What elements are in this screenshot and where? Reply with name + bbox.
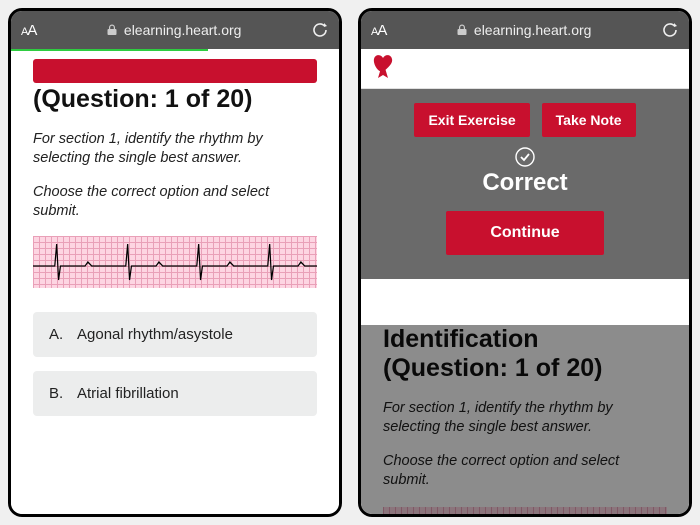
- text-size-button[interactable]: AA: [371, 22, 386, 39]
- option-letter: A.: [49, 326, 67, 343]
- lock-icon: [106, 24, 118, 36]
- viewport-right: Identification (Question: 1 of 20) For s…: [361, 49, 689, 514]
- option-b[interactable]: B. Atrial fibrillation: [33, 371, 317, 416]
- url-bar[interactable]: elearning.heart.org: [44, 22, 303, 38]
- ecg-strip: [383, 507, 667, 514]
- phone-left: AA elearning.heart.org (Question: 1 of 2…: [8, 8, 342, 517]
- exit-exercise-button[interactable]: Exit Exercise: [414, 103, 529, 137]
- refresh-icon[interactable]: [661, 21, 679, 39]
- url-text: elearning.heart.org: [474, 22, 592, 38]
- browser-bar: AA elearning.heart.org: [361, 11, 689, 49]
- option-text: Agonal rhythm/asystole: [77, 326, 233, 343]
- instruction-1: For section 1, identify the rhythm by se…: [383, 399, 667, 438]
- take-note-button[interactable]: Take Note: [542, 103, 636, 137]
- text-size-button[interactable]: AA: [21, 22, 36, 39]
- ecg-strip: [33, 236, 317, 288]
- aha-logo-icon: [371, 52, 395, 85]
- question-title: Identification (Question: 1 of 20): [383, 325, 667, 383]
- url-bar[interactable]: elearning.heart.org: [394, 22, 653, 38]
- instruction-2: Choose the correct option and select sub…: [383, 452, 667, 491]
- browser-bar: AA elearning.heart.org: [11, 11, 339, 49]
- feedback-panel: Exit Exercise Take Note Correct Continue: [361, 89, 689, 279]
- continue-button[interactable]: Continue: [446, 211, 603, 255]
- app-header: [361, 49, 689, 89]
- option-a[interactable]: A. Agonal rhythm/asystole: [33, 312, 317, 357]
- lock-icon: [456, 24, 468, 36]
- viewport-left: (Question: 1 of 20) For section 1, ident…: [11, 51, 339, 514]
- url-text: elearning.heart.org: [124, 22, 242, 38]
- instruction-2: Choose the correct option and select sub…: [33, 183, 317, 222]
- refresh-icon[interactable]: [311, 21, 329, 39]
- question-counter: (Question: 1 of 20): [33, 85, 317, 114]
- phone-right: AA elearning.heart.org Identification: [358, 8, 692, 517]
- check-icon: [515, 147, 535, 167]
- feedback-label: Correct: [379, 169, 671, 197]
- option-letter: B.: [49, 385, 67, 402]
- question-content: Identification (Question: 1 of 20) For s…: [361, 325, 689, 514]
- option-text: Atrial fibrillation: [77, 385, 179, 402]
- instruction-1: For section 1, identify the rhythm by se…: [33, 130, 317, 169]
- header-banner: [33, 59, 317, 83]
